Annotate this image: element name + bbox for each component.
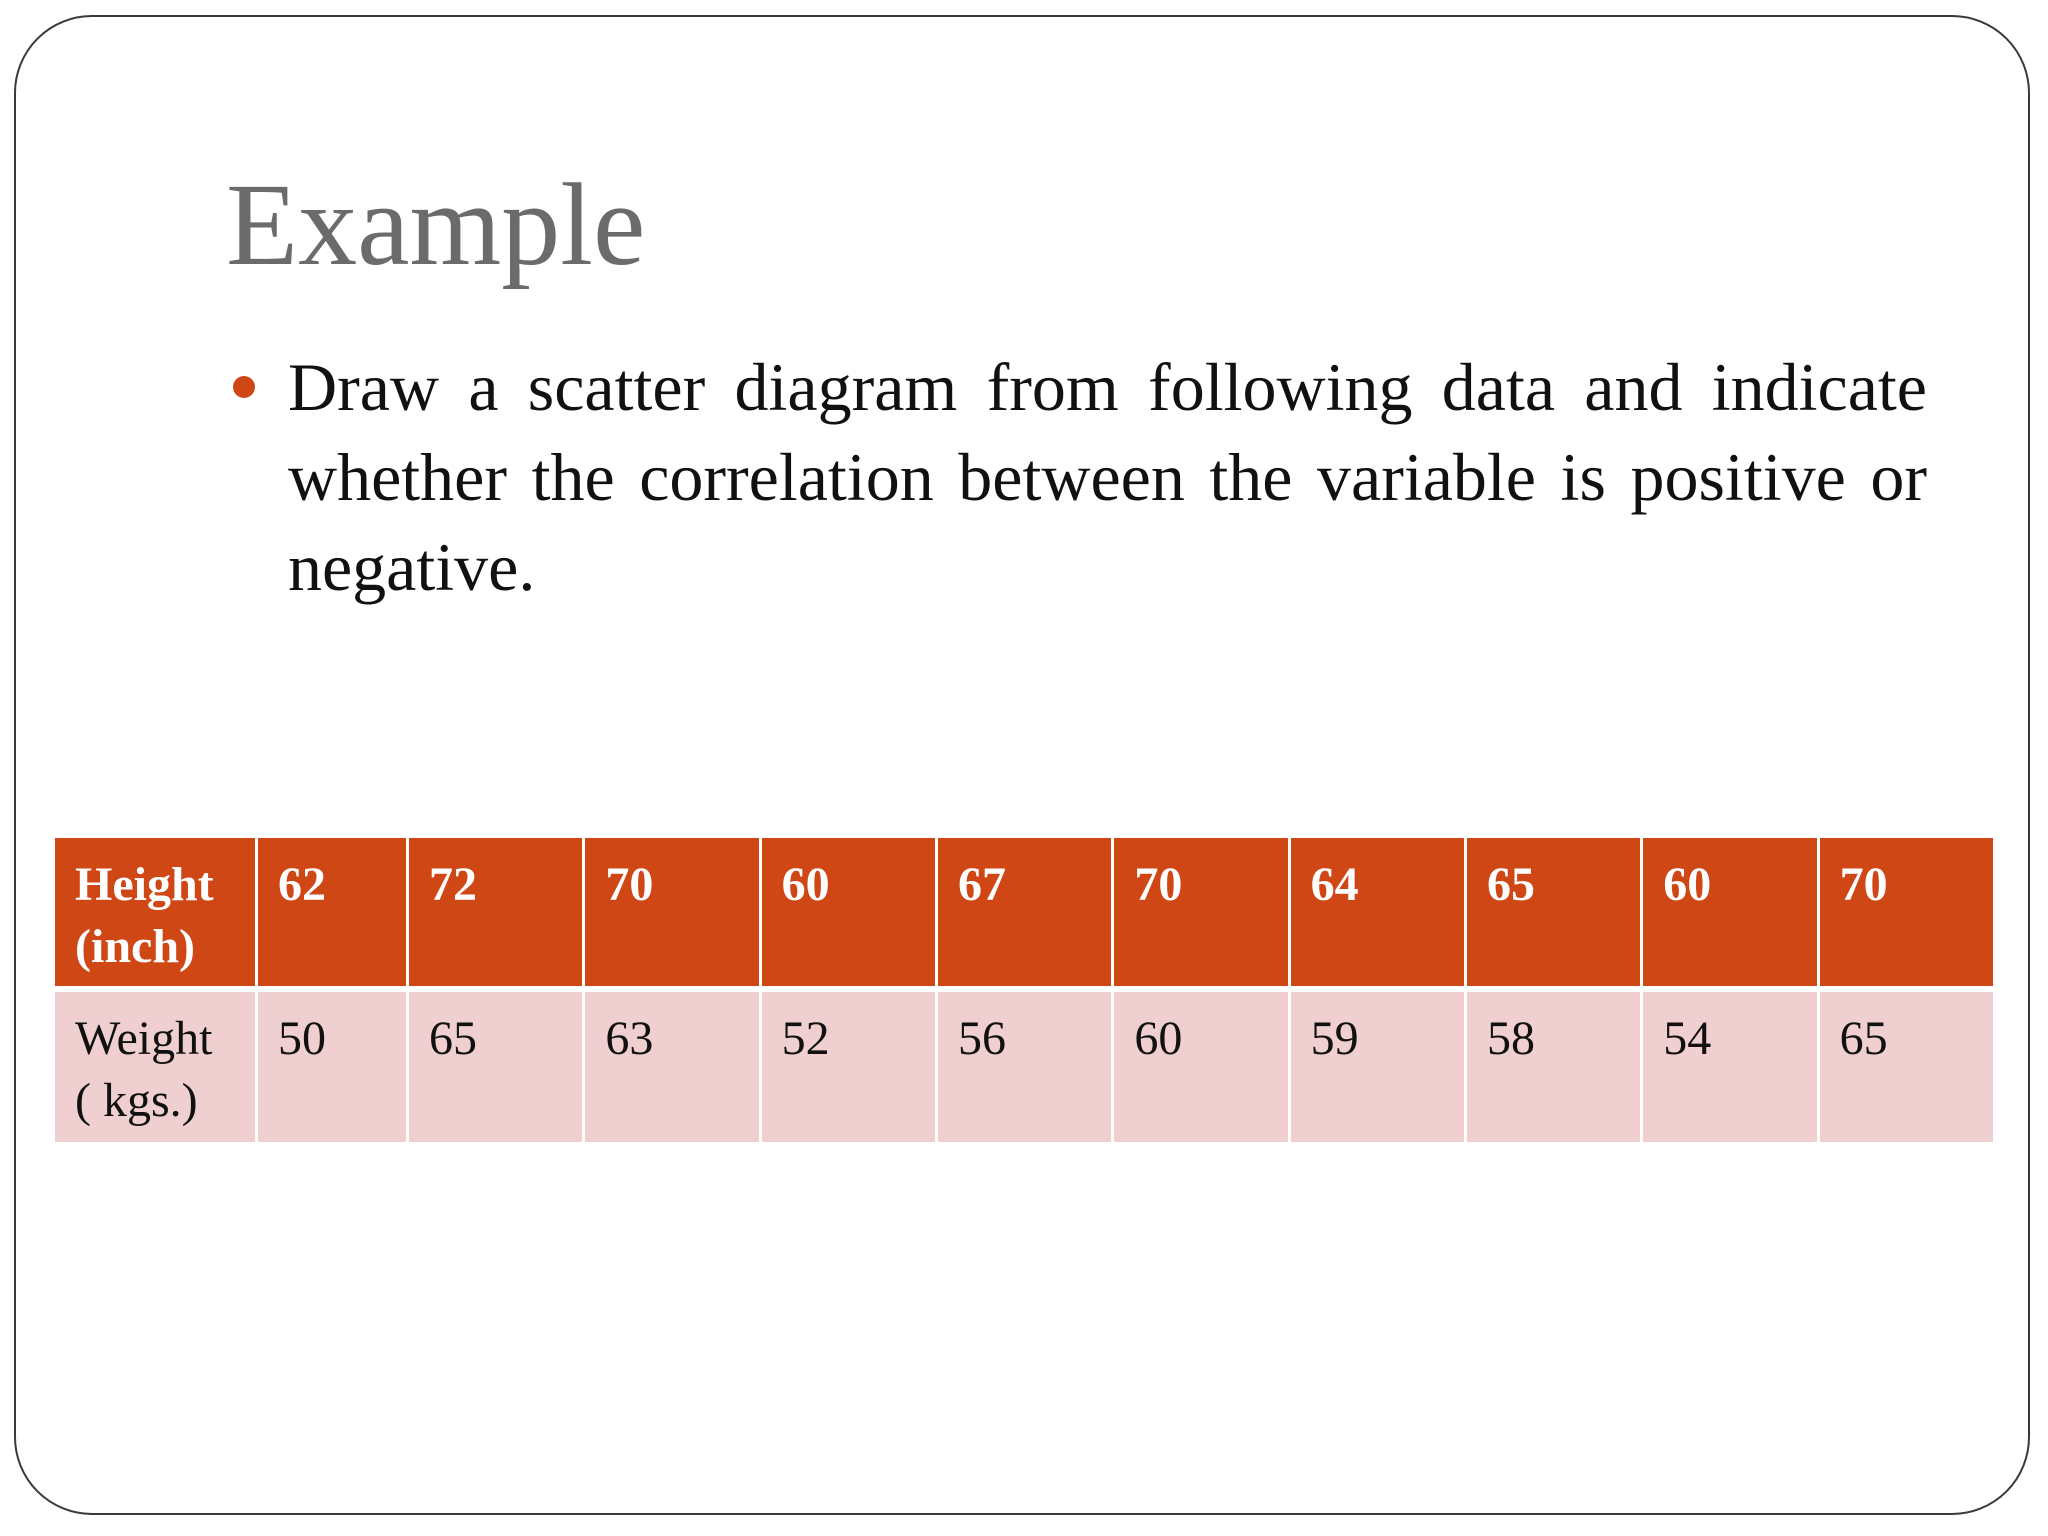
table-cell: 60 <box>1114 992 1288 1142</box>
table-row-height: Height (inch) 62 72 70 60 67 70 64 65 60 … <box>55 838 1993 986</box>
bullet-text: Draw a scatter diagram from following da… <box>288 349 1927 605</box>
data-table: Height (inch) 62 72 70 60 67 70 64 65 60 … <box>52 838 1996 1142</box>
table-cell: 70 <box>1819 838 1993 986</box>
table-cell: 52 <box>761 992 935 1142</box>
row-label-line: Weight <box>75 1012 213 1065</box>
row-label-unit: (inch) <box>75 920 195 973</box>
row-label-unit: ( kgs.) <box>75 1074 198 1127</box>
table-cell: 65 <box>1466 838 1641 986</box>
table-cell: 65 <box>409 992 583 1142</box>
table-cell: 60 <box>1643 838 1817 986</box>
table-cell: 63 <box>585 992 759 1142</box>
slide-title: Example <box>226 159 646 290</box>
table-cell: 62 <box>258 838 406 986</box>
row-label-weight: Weight ( kgs.) <box>55 992 255 1142</box>
row-label-height: Height (inch) <box>55 838 255 986</box>
table-cell: 60 <box>761 838 935 986</box>
table-cell: 54 <box>1643 992 1817 1142</box>
table-cell: 70 <box>1114 838 1288 986</box>
table-cell: 64 <box>1290 838 1464 986</box>
table-cell: 65 <box>1819 992 1993 1142</box>
slide-frame <box>14 15 2030 1515</box>
table-cell: 56 <box>937 992 1112 1142</box>
table-cell: 70 <box>585 838 759 986</box>
table-cell: 67 <box>937 838 1112 986</box>
table-cell: 50 <box>258 992 406 1142</box>
row-label-line: Height <box>75 858 214 911</box>
table-row-weight: Weight ( kgs.) 50 65 63 52 56 60 59 58 54… <box>55 992 1993 1142</box>
table-cell: 58 <box>1466 992 1641 1142</box>
table-cell: 72 <box>409 838 583 986</box>
bullet-dot-icon <box>233 376 255 398</box>
table-cell: 59 <box>1290 992 1464 1142</box>
